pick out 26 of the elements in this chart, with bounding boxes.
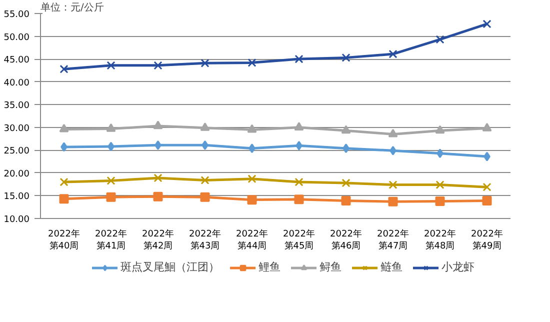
legend-label: 鲟鱼 <box>320 260 342 274</box>
x-tick-label: 2022年第42周 <box>142 228 174 252</box>
legend-label: 斑点叉尾鮰（江团） <box>120 260 220 274</box>
x-tick-label: 2022年第40周 <box>48 228 80 252</box>
y-tick-label: 55.00 <box>4 10 30 20</box>
x-tick-label: 2022年第48周 <box>424 228 456 252</box>
y-tick-label: 20.00 <box>4 169 30 180</box>
x-tick-label: 2022年第44周 <box>236 228 268 252</box>
legend-label: 鲢鱼 <box>380 260 402 274</box>
y-tick-label: 35.00 <box>4 101 30 112</box>
x-tick-label: 2022年第49周 <box>471 228 503 252</box>
legend-label: 小龙虾 <box>442 260 474 274</box>
x-tick-label: 2022年第46周 <box>330 228 362 252</box>
x-tick-label: 2022年第43周 <box>189 228 221 252</box>
legend-label: 鲤鱼 <box>258 260 280 274</box>
chart-title: 单位：元/公斤 <box>40 2 104 14</box>
y-tick-label: 10.00 <box>4 215 30 225</box>
y-tick-label: 25.00 <box>4 146 30 157</box>
y-tick-label: 15.00 <box>4 192 30 202</box>
y-tick-label: 30.00 <box>4 124 30 134</box>
x-tick-label: 2022年第47周 <box>377 228 409 252</box>
y-tick-label: 45.00 <box>4 56 30 66</box>
y-tick-label: 40.00 <box>4 78 30 88</box>
y-tick-label: 50.00 <box>4 32 30 43</box>
x-tick-label: 2022年第41周 <box>95 228 127 252</box>
x-tick-label: 2022年第45周 <box>283 228 315 252</box>
